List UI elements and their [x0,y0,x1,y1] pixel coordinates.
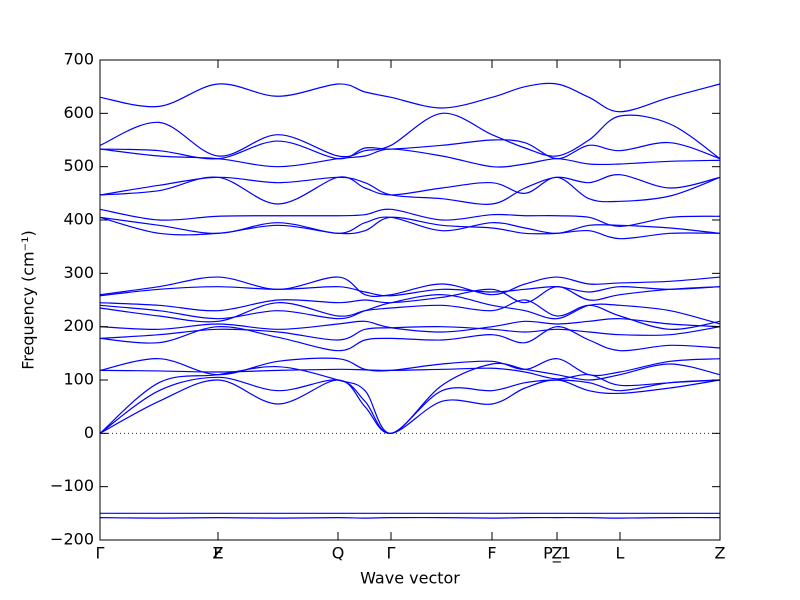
y-tick-label: 700 [63,50,94,69]
y-tick-label: 0 [84,423,94,442]
band-line [99,82,721,113]
y-tick-label: −100 [50,476,94,495]
band-line [99,176,721,205]
band-line [99,318,721,333]
band-line [99,276,721,298]
band-line [99,362,721,434]
band-line [99,139,721,160]
band-line [99,286,721,297]
x-tick-label: F [213,544,222,563]
y-tick-label: 600 [63,103,94,122]
y-tick-label: 200 [63,316,94,335]
band-line [99,357,721,377]
band-line [99,294,721,325]
y-tick-label: 500 [63,156,94,175]
band-line [99,208,721,228]
x-tick-label: Z [552,544,563,563]
band-line [99,376,721,434]
x-axis-label: Wave vector [360,569,460,588]
band-line [99,174,721,205]
band-line [99,148,721,168]
band-line [99,516,721,519]
band-line [99,379,721,434]
band-line [99,367,721,387]
band-line [99,112,721,160]
x-tick-label: Z [213,544,224,563]
y-tick-label: 400 [63,210,94,229]
x-tick-label: Q [332,544,345,563]
x-tick-label: Z [715,544,726,563]
x-tick-label: L [616,544,625,563]
y-axis-label: Frequency (cm⁻¹) [19,230,38,369]
plot-frame [99,59,721,541]
y-tick-label: −200 [50,530,94,549]
y-tick-label: 300 [63,263,94,282]
y-tick-label: 100 [63,370,94,389]
x-tick-label: F [487,544,496,563]
band-line [99,286,721,312]
band-line [99,326,721,341]
x-tick-label: Γ [387,544,396,563]
x-tick-label: Γ [96,544,105,563]
x-tick-label: P_1 [543,544,571,564]
band-line [99,326,721,352]
